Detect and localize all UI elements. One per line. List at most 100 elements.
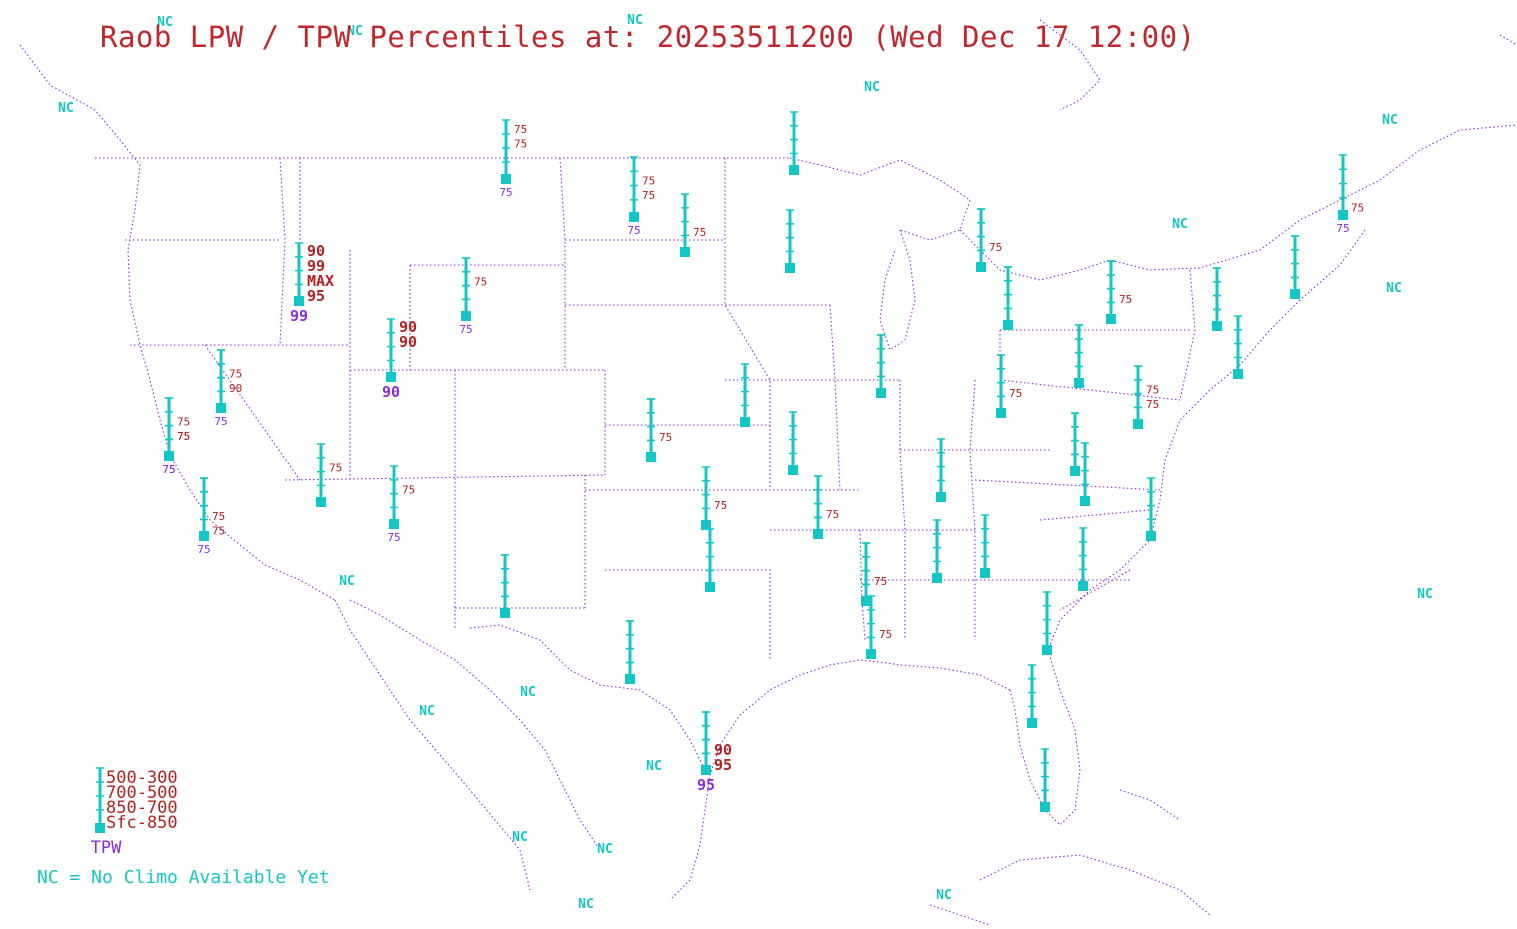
layer-percentile-label: 90: [399, 333, 417, 351]
station-marker: [1070, 466, 1080, 476]
legend-layer-label: 500-300: [106, 768, 178, 788]
station-s32: [1080, 442, 1090, 506]
station-marker: [629, 212, 639, 222]
border-line: [279, 157, 286, 346]
layer-percentile-label: 75: [1146, 384, 1159, 397]
station-s62: [199, 477, 209, 541]
nc-label: NC: [597, 842, 613, 857]
station-marker: [316, 497, 326, 507]
border-line: [1039, 509, 1151, 521]
station-marker: [500, 608, 510, 618]
layer-percentile-label: 90: [399, 318, 417, 336]
tpw-percentile-label: 75: [627, 224, 640, 237]
border-line: [1039, 19, 1101, 111]
station-marker: [625, 674, 635, 684]
station-s55: [1133, 365, 1143, 429]
station-marker: [866, 649, 876, 659]
station-marker: [389, 519, 399, 529]
nc-label: NC: [339, 574, 355, 589]
layer-percentile-label: 75: [642, 175, 655, 188]
tpw-percentile-label: 75: [162, 463, 175, 476]
border-line: [469, 624, 706, 771]
layer-percentile-label: 75: [329, 462, 342, 475]
tpw-percentile-label: 75: [197, 543, 210, 556]
state-borders: [19, 19, 1517, 926]
station-marker: [785, 263, 795, 273]
nc-label: NC: [512, 830, 528, 845]
station-s44: [705, 528, 715, 592]
border-line: [1179, 269, 1196, 401]
tpw-percentile-label: 75: [162, 463, 175, 476]
station-s57: [996, 354, 1006, 418]
border-line: [959, 124, 1517, 281]
nc-labels-layer: NC NC NC NC NC NC NC NC NC NC NC NC NC NC NC NC NC: [58, 13, 1433, 912]
border-line: [669, 659, 1011, 901]
station-s52: [1003, 266, 1013, 330]
station-marker: [1027, 718, 1037, 728]
tpw-percentile-label: 75: [1336, 222, 1349, 235]
station-s42: [1040, 748, 1050, 812]
border-line: [879, 229, 916, 351]
station-s35: [932, 519, 942, 583]
station-marker: [501, 174, 511, 184]
layer-percentile-label: 75: [212, 510, 225, 523]
station-s36: [980, 514, 990, 578]
tpw-percentile-label: 75: [499, 186, 512, 199]
nc-label: NC: [627, 13, 643, 28]
layer-percentile-label: 75: [1146, 398, 1159, 411]
station-marker: [996, 408, 1006, 418]
nc-label: NC: [1417, 587, 1433, 602]
station-s50: [1212, 267, 1222, 331]
nc-label: NC: [936, 888, 952, 903]
border-line: [19, 44, 336, 601]
layer-percentile-label: 75: [879, 628, 892, 641]
station-marker: [646, 452, 656, 462]
nc-label: NC: [157, 15, 173, 30]
station-marker: [1042, 645, 1052, 655]
layer-percentile-label: 75: [874, 575, 887, 588]
station-s54: [876, 334, 886, 398]
layer-percentile-label: 90: [307, 242, 325, 260]
station-s04: [789, 111, 799, 175]
station-marker: [876, 388, 886, 398]
border-line: [1009, 649, 1081, 826]
station-marker: [1080, 496, 1090, 506]
station-marker: [461, 311, 471, 321]
layer-percentile-label: 75: [229, 368, 242, 381]
tpw-percentile-label: 90: [382, 383, 400, 401]
border-line: [559, 157, 566, 370]
border-line: [349, 599, 601, 851]
station-marker: [1040, 802, 1050, 812]
nc-label: NC: [1172, 217, 1188, 232]
station-s64: [216, 349, 226, 413]
border-line: [284, 474, 606, 481]
station-s48: [813, 475, 823, 539]
layer-percentile-label: 75: [177, 430, 190, 443]
station-s08: 75 75: [459, 257, 487, 336]
layer-percentile-label: 75: [1351, 202, 1364, 215]
layer-percentile-label: 75: [1009, 387, 1022, 400]
border-line: [969, 379, 976, 640]
layer-percentile-label: MAX: [307, 272, 334, 290]
layer-percentile-label: 75: [826, 508, 839, 521]
station-marker: [294, 296, 304, 306]
layer-percentile-label: 90: [229, 382, 242, 395]
layer-percentile-label: 75: [402, 484, 415, 497]
station-s46: [500, 554, 510, 618]
station-marker: [386, 372, 396, 382]
layer-percentile-label: 75: [642, 189, 655, 202]
layer-percentile-label: 75: [177, 416, 190, 429]
station-marker: [813, 529, 823, 539]
nc-label: NC: [864, 80, 880, 95]
layer-percentile-label: 75: [659, 431, 672, 444]
tpw-percentile-label: 99: [290, 307, 308, 325]
border-line: [1047, 229, 1366, 651]
layer-percentile-label: 95: [714, 756, 732, 774]
station-marker: [701, 520, 711, 530]
station-marker: [1146, 531, 1156, 541]
